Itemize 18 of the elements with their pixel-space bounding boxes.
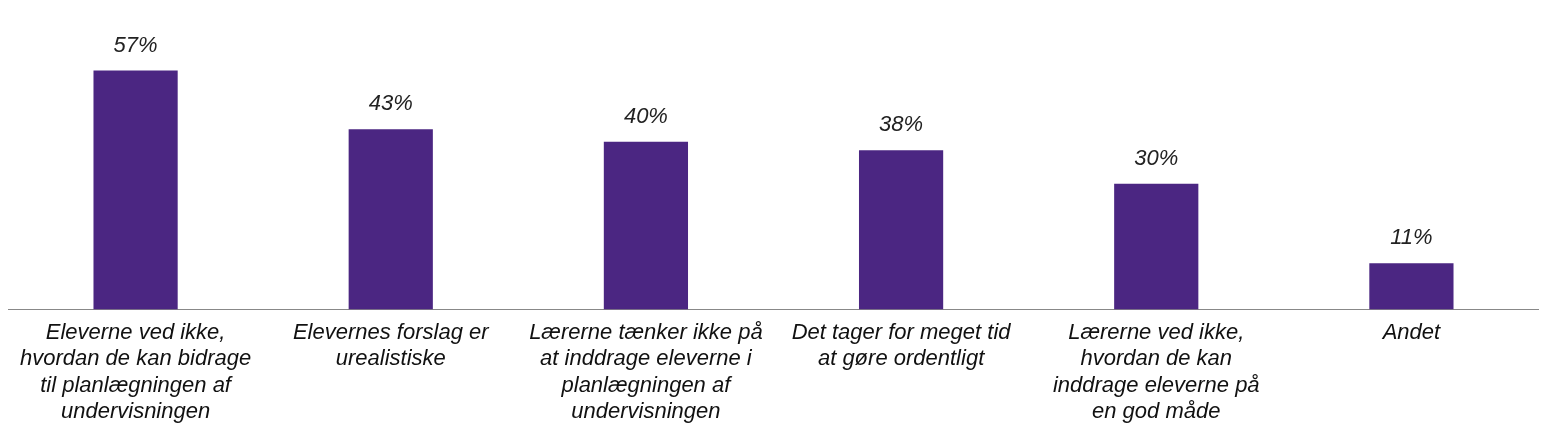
data-label: 40%: [623, 102, 668, 128]
data-label: 43%: [368, 90, 413, 116]
bar: [858, 150, 944, 310]
x-tick-label: Det tager for meget tid at gøre ordentligt: [791, 318, 1012, 371]
x-tick-label: Lærerne tænker ikke på at inddrage eleverne i planlægningen af undervisningen: [529, 318, 763, 423]
data-label: 57%: [113, 31, 158, 57]
x-tick-label: Elevernes forslag er urealistiske: [292, 318, 491, 371]
data-label: 11%: [1390, 224, 1433, 250]
bar: [603, 141, 689, 310]
data-label: 38%: [879, 111, 924, 137]
x-tick-label: Lærerne ved ikke, hvordan de kan inddrage eleverne på en god måde: [1052, 318, 1260, 423]
bar: [93, 70, 178, 310]
bar: [348, 129, 433, 310]
x-tick-label: Andet: [1380, 318, 1442, 344]
bar: [1369, 263, 1454, 310]
bar: [1114, 183, 1199, 310]
x-tick-label: Eleverne ved ikke, hvordan de kan bidrage til planlægningen af undervisningen: [20, 318, 252, 423]
data-label: 30%: [1134, 144, 1179, 170]
